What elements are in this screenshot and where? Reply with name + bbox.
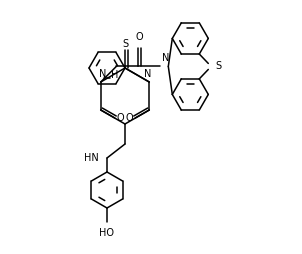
Text: O: O	[125, 113, 133, 123]
Text: S: S	[215, 61, 221, 71]
Text: O: O	[117, 113, 124, 123]
Text: HN: HN	[84, 153, 99, 163]
Text: S: S	[122, 39, 128, 49]
Text: N: N	[99, 69, 106, 79]
Text: HO: HO	[99, 228, 114, 238]
Text: H: H	[111, 70, 118, 80]
Text: N: N	[162, 53, 170, 64]
Text: N: N	[143, 69, 151, 79]
Text: O: O	[136, 33, 143, 42]
